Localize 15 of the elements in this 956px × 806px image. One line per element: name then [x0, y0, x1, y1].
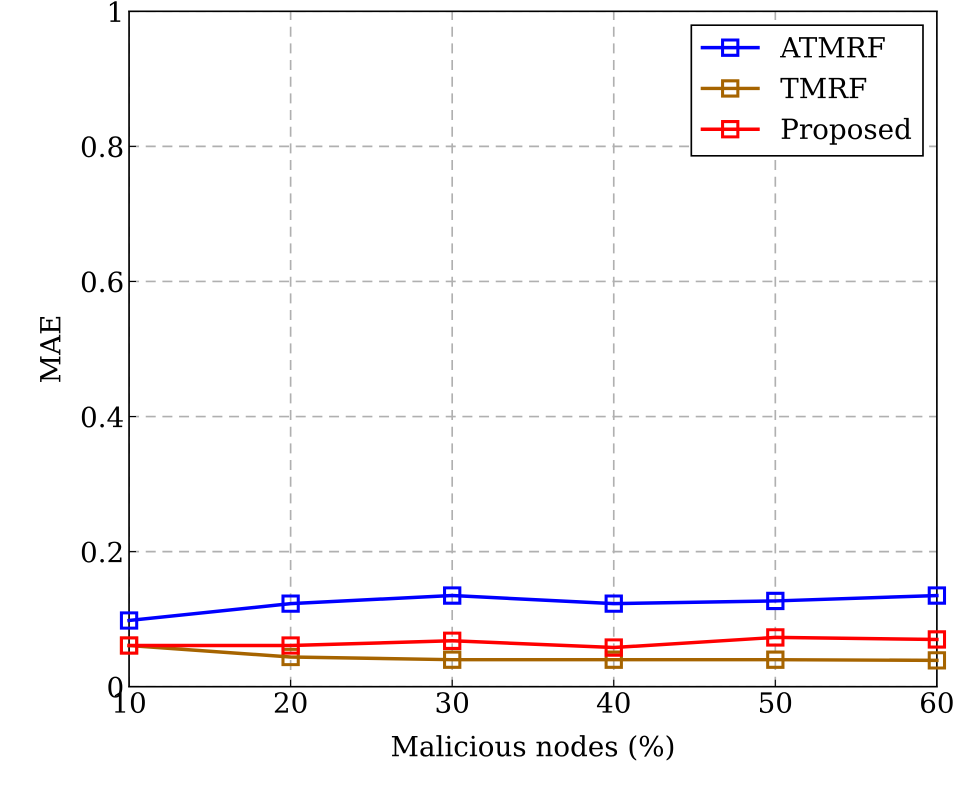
legend-label: TMRF — [780, 78, 866, 98]
x-axis-title: Malicious nodes (%) — [392, 735, 674, 761]
y-tick-label: 0.6 — [82, 271, 122, 292]
x-tick-label: 40 — [596, 692, 630, 714]
y-tick-label: 1 — [110, 1, 120, 22]
legend-label: ATMRF — [780, 37, 885, 58]
x-tick-label: 20 — [274, 692, 306, 714]
y-axis-title: MAE — [40, 316, 60, 382]
x-tick-label: 30 — [436, 692, 468, 714]
x-tick-label: 50 — [760, 692, 792, 714]
x-tick-label: 60 — [921, 692, 953, 714]
y-tick-label: 0.8 — [82, 136, 122, 158]
legend-label: Proposed — [782, 118, 912, 145]
y-tick-label: 0.4 — [82, 406, 123, 428]
y-tick-label: 0.2 — [82, 542, 122, 563]
